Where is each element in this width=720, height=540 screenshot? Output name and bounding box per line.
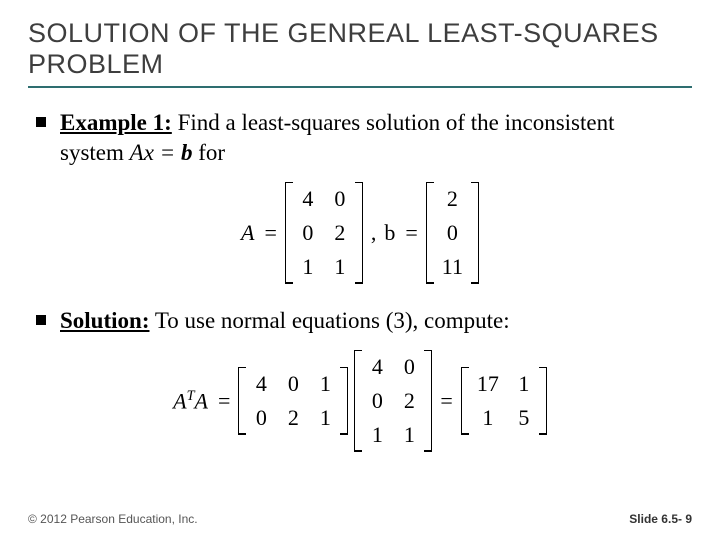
slide-title: SOLUTION OF THE GENREAL LEAST-SQUARES PR… xyxy=(28,18,692,80)
bullet-marker-icon xyxy=(36,117,46,127)
equals-sign: = xyxy=(218,388,230,414)
matrix-A: 40 02 11 xyxy=(285,182,363,284)
copyright-text: © 2012 Pearson Education, Inc. xyxy=(28,512,198,526)
title-underline xyxy=(28,86,692,88)
equation-ata: ATA = 401 021 40 02 11 = xyxy=(36,350,684,452)
equals-sign: = xyxy=(264,220,276,246)
vector-b-label: b xyxy=(384,220,395,246)
equals-sign: = xyxy=(405,220,417,246)
bullet-solution: Solution: To use normal equations (3), c… xyxy=(36,306,684,336)
solution-tail: To use normal equations (3), compute: xyxy=(149,308,509,333)
equation-ab: A = 40 02 11 , b = 2 0 11 xyxy=(36,182,684,284)
content-area: Example 1: Find a least-squares solution… xyxy=(0,94,720,452)
bullet-text: Solution: To use normal equations (3), c… xyxy=(60,306,510,336)
matrix-A-label: A xyxy=(241,220,254,246)
slide-number: Slide 6.5- 9 xyxy=(629,512,692,526)
footer: © 2012 Pearson Education, Inc. Slide 6.5… xyxy=(28,512,692,526)
equals-sign: = xyxy=(440,388,452,414)
vector-b: 2 0 11 xyxy=(426,182,479,284)
example-tail-b: for xyxy=(192,140,225,165)
ata-label: ATA xyxy=(173,388,208,414)
comma: , xyxy=(371,220,377,246)
example-lead: Example 1: xyxy=(60,110,172,135)
title-block: SOLUTION OF THE GENREAL LEAST-SQUARES PR… xyxy=(0,0,720,94)
bullet-text: Example 1: Find a least-squares solution… xyxy=(60,108,684,168)
inline-equation: Ax = b xyxy=(130,140,193,165)
matrix-A2: 40 02 11 xyxy=(354,350,432,452)
solution-lead: Solution: xyxy=(60,308,149,333)
bullet-example: Example 1: Find a least-squares solution… xyxy=(36,108,684,168)
bullet-marker-icon xyxy=(36,315,46,325)
matrix-AT: 401 021 xyxy=(238,367,348,435)
matrix-result: 171 15 xyxy=(461,367,547,435)
